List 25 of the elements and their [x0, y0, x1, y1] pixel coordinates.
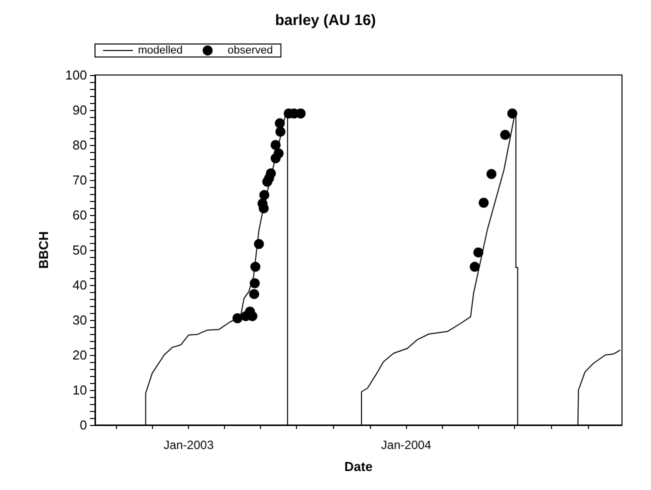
y-tick-label: 100 [65, 68, 87, 82]
point [249, 289, 260, 300]
y-tick-label: 60 [72, 208, 87, 222]
legend-label: observed [228, 44, 273, 56]
legend-label: modelled [138, 44, 183, 56]
x-tick-label: Jan-2003 [164, 438, 214, 452]
x-axis-title: Date [344, 459, 373, 474]
x-tick-label: Jan-2004 [381, 438, 432, 452]
y-tick-label: 20 [72, 348, 87, 362]
y-tick-label: 70 [72, 172, 87, 188]
y-tick-label: 50 [72, 242, 87, 258]
point [473, 247, 484, 258]
y-tick-label: 90 [72, 102, 87, 118]
point [486, 169, 496, 180]
point [470, 262, 480, 272]
y-tick-label: 40 [72, 278, 87, 292]
point [478, 198, 489, 208]
y-tick-label: 30 [72, 312, 87, 328]
point [296, 108, 306, 118]
y-tick-label: 0 [80, 418, 87, 432]
chart-title: barley (AU 16) [275, 12, 376, 29]
y-axis-title: BBCH [36, 231, 51, 269]
y-tick-label: 80 [72, 138, 87, 152]
point [500, 130, 510, 140]
y-tick-label: 10 [72, 382, 87, 398]
